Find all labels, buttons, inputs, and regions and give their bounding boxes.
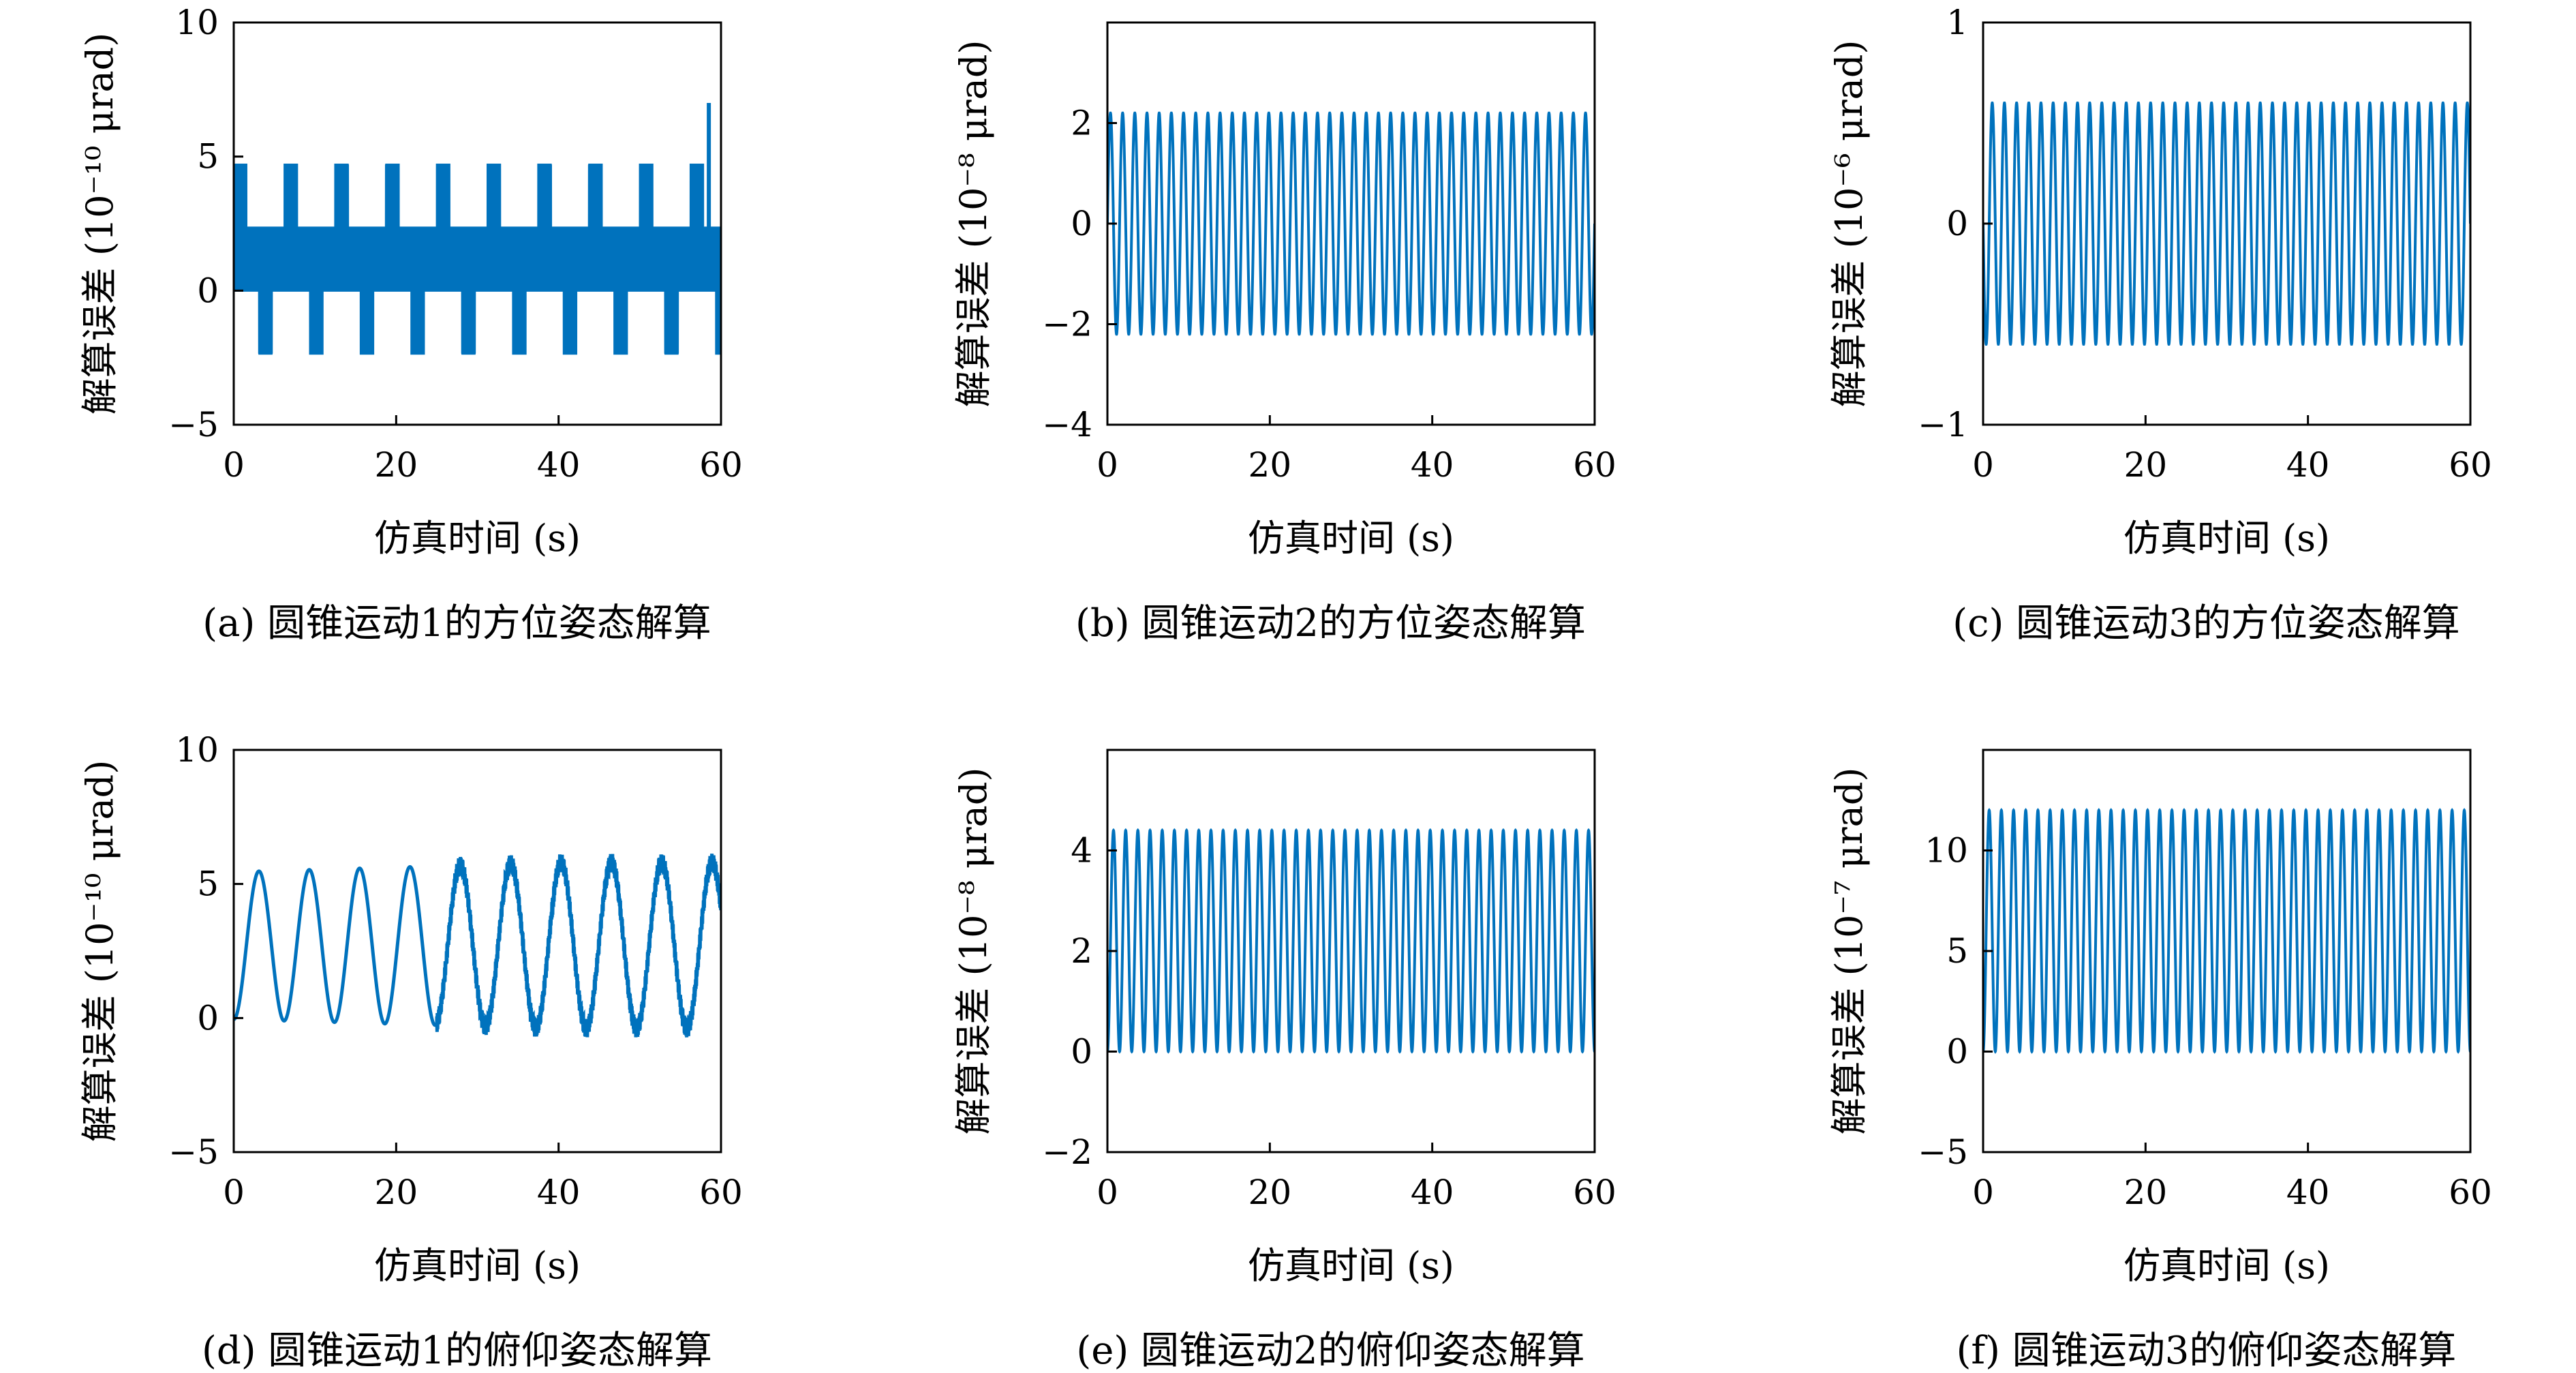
panel-caption: (a) 圆锥运动1的方位姿态解算 bbox=[202, 601, 711, 646]
y-axis-label: 解算误差 (10⁻¹⁰ μrad) bbox=[78, 760, 121, 1143]
x-tick-label: 40 bbox=[2286, 1173, 2330, 1212]
y-tick-label: 0 bbox=[1071, 1032, 1092, 1072]
x-tick-label: 0 bbox=[1097, 1173, 1118, 1212]
data-series-line bbox=[1983, 102, 2470, 346]
y-axis-label: 解算误差 (10⁻⁸ μrad) bbox=[952, 768, 995, 1135]
y-tick-label: 1 bbox=[1946, 3, 1968, 42]
x-tick-label: 40 bbox=[2286, 445, 2330, 485]
x-tick-label: 0 bbox=[1972, 1173, 1994, 1212]
panel-caption: (f) 圆锥运动3的俯仰姿态解算 bbox=[1957, 1329, 2457, 1373]
data-series-line bbox=[1107, 111, 1595, 336]
y-tick-label: 0 bbox=[1946, 1032, 1968, 1072]
y-tick-label: −2 bbox=[1042, 1132, 1092, 1172]
y-tick-label: 5 bbox=[197, 137, 219, 177]
y-tick-label: −1 bbox=[1918, 405, 1968, 444]
x-tick-label: 60 bbox=[699, 1173, 743, 1212]
axes-box bbox=[232, 21, 722, 426]
x-tick-label: 20 bbox=[2124, 445, 2168, 485]
y-tick-label: −5 bbox=[168, 1132, 219, 1172]
y-tick-label: 2 bbox=[1071, 104, 1092, 143]
data-series-line bbox=[234, 854, 721, 1038]
y-tick-label: −5 bbox=[1918, 1132, 1968, 1172]
x-tick-label: 20 bbox=[1248, 1173, 1292, 1212]
y-tick-label: 0 bbox=[1071, 204, 1092, 243]
x-tick-label: 60 bbox=[699, 445, 743, 485]
panel-caption: (e) 圆锥运动2的俯仰姿态解算 bbox=[1076, 1329, 1584, 1373]
y-tick-label: 10 bbox=[175, 730, 219, 770]
axes-box bbox=[232, 749, 722, 1153]
x-tick-label: 0 bbox=[223, 1173, 245, 1212]
data-series-line bbox=[1983, 808, 2470, 1054]
x-tick-label: 60 bbox=[2449, 445, 2492, 485]
y-axis-label: 解算误差 (10⁻⁷ μrad) bbox=[1828, 768, 1871, 1135]
y-tick-label: −2 bbox=[1042, 305, 1092, 344]
y-axis-label: 解算误差 (10⁻¹⁰ μrad) bbox=[78, 33, 121, 415]
axes-box bbox=[1106, 749, 1596, 1153]
panel-caption: (d) 圆锥运动1的俯仰姿态解算 bbox=[202, 1329, 712, 1373]
x-axis-label: 仿真时间 (s) bbox=[374, 1244, 581, 1287]
panel-caption: (b) 圆锥运动2的方位姿态解算 bbox=[1075, 601, 1586, 646]
x-tick-label: 20 bbox=[1248, 445, 1292, 485]
x-axis-label: 仿真时间 (s) bbox=[1248, 1244, 1454, 1287]
x-tick-label: 40 bbox=[537, 445, 581, 485]
y-tick-label: 10 bbox=[175, 3, 219, 42]
y-tick-label: 5 bbox=[197, 864, 219, 904]
y-tick-label: 0 bbox=[197, 271, 219, 310]
y-tick-label: −4 bbox=[1042, 405, 1092, 444]
x-tick-label: 20 bbox=[375, 1173, 418, 1212]
y-tick-label: 4 bbox=[1071, 831, 1092, 871]
axes-box bbox=[1982, 749, 2472, 1153]
x-tick-label: 60 bbox=[1573, 1173, 1616, 1212]
y-tick-label: 0 bbox=[1946, 204, 1968, 243]
x-axis-label: 仿真时间 (s) bbox=[2123, 1244, 2330, 1287]
x-tick-label: 0 bbox=[1097, 445, 1118, 485]
x-axis-label: 仿真时间 (s) bbox=[1248, 517, 1454, 560]
y-tick-label: 10 bbox=[1925, 831, 1968, 871]
y-tick-label: 2 bbox=[1071, 931, 1092, 971]
x-axis-label: 仿真时间 (s) bbox=[374, 517, 581, 560]
data-series-line bbox=[1107, 828, 1595, 1054]
x-tick-label: 40 bbox=[1411, 1173, 1454, 1212]
x-tick-label: 60 bbox=[2449, 1173, 2492, 1212]
x-tick-label: 40 bbox=[537, 1173, 581, 1212]
y-axis-label: 解算误差 (10⁻⁶ μrad) bbox=[1828, 40, 1871, 408]
y-tick-label: 5 bbox=[1946, 931, 1968, 971]
x-tick-label: 40 bbox=[1411, 445, 1454, 485]
panel-caption: (c) 圆锥运动3的方位姿态解算 bbox=[1952, 601, 2460, 646]
x-tick-label: 20 bbox=[2124, 1173, 2168, 1212]
x-axis-label: 仿真时间 (s) bbox=[2123, 517, 2330, 560]
x-tick-label: 0 bbox=[223, 445, 245, 485]
data-series-line bbox=[234, 163, 721, 355]
y-tick-label: 0 bbox=[197, 998, 219, 1038]
y-tick-label: −5 bbox=[168, 405, 219, 444]
x-tick-label: 60 bbox=[1573, 445, 1616, 485]
x-tick-label: 0 bbox=[1972, 445, 1994, 485]
chart-panel-b: 0 20 40 60 −4 −2 0 2 仿真时间 (s) 解算误差 (10⁻⁸ μrad) (b)… bbox=[952, 21, 1616, 646]
x-tick-label: 20 bbox=[375, 445, 418, 485]
y-axis-label: 解算误差 (10⁻⁸ μrad) bbox=[952, 40, 995, 408]
